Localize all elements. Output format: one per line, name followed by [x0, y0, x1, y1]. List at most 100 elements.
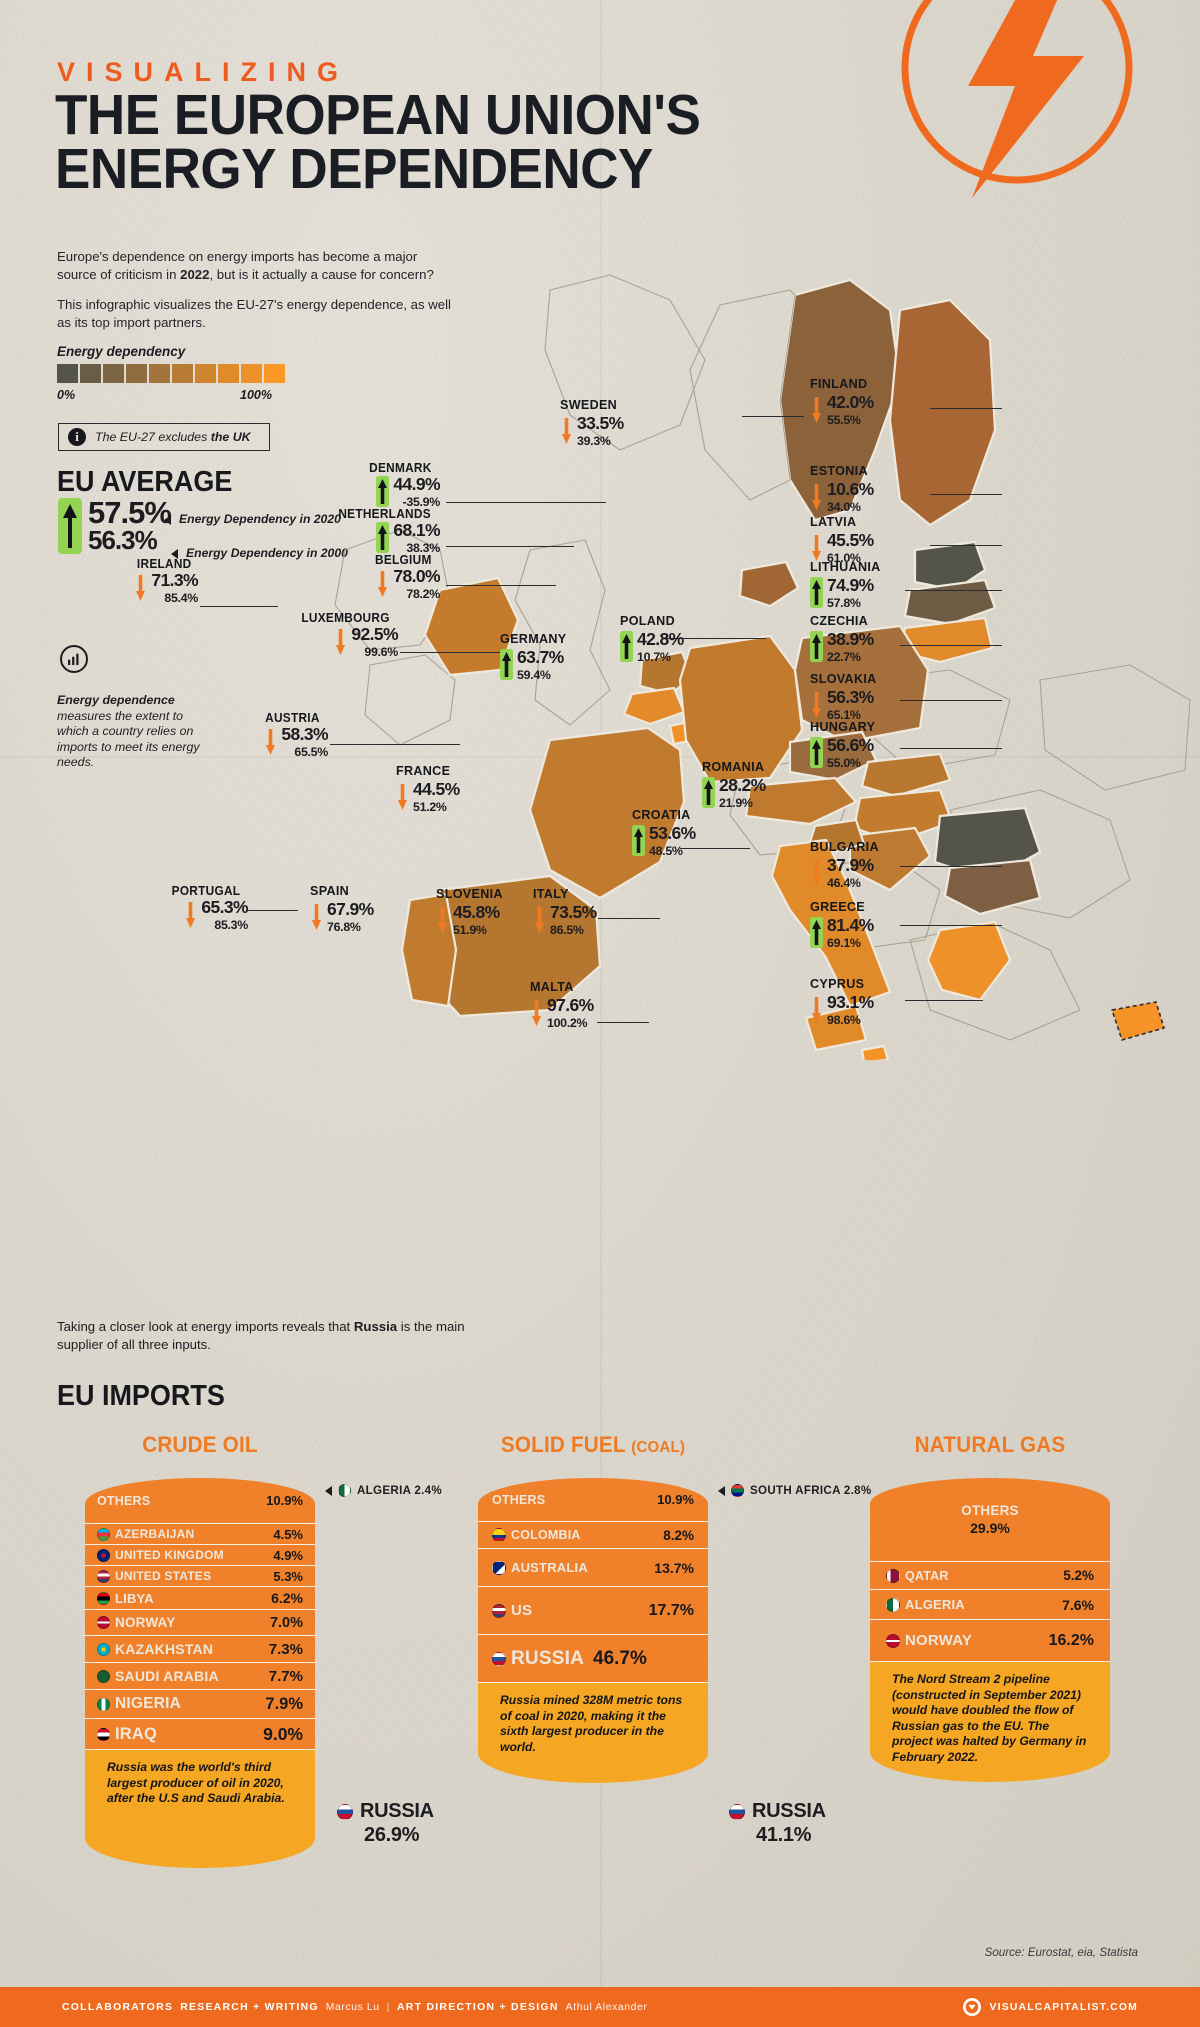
barrel-segment-value: 8.2% — [663, 1527, 694, 1543]
country-value-2000: 34.0% — [827, 499, 861, 514]
country-value-2020: 56.6% — [827, 735, 874, 755]
country-value-2020: 45.5% — [827, 530, 874, 550]
barrel-country-name: IRAQ — [115, 1724, 158, 1743]
leader-line-portugal — [246, 910, 298, 912]
country-value-2000: 38.3% — [406, 540, 440, 555]
kicker-text: VISUALIZING — [57, 57, 350, 87]
country-values: 28.2% 21.9% — [719, 776, 766, 808]
barrel-segment-label: OTHERS — [961, 1503, 1018, 1518]
barrel-segment-value: 5.2% — [1063, 1568, 1094, 1583]
leader-line-netherlands — [446, 546, 574, 548]
country-values: 67.9% 76.8% — [327, 900, 374, 934]
country-value-group: 38.9% 22.7% — [810, 630, 874, 663]
country-austria — [744, 776, 858, 826]
flag-united-states-icon — [97, 1569, 110, 1583]
trend-arrow-down-icon — [810, 481, 823, 512]
eu27-note-box: i The EU-27 excludes the UK — [58, 423, 270, 451]
country-name: SWEDEN — [560, 398, 618, 412]
definition-term: Energy dependence — [57, 693, 175, 707]
import-column-solid-fuel: SOLID FUEL (COAL) OTHERS 10.9% COLOMBIA 8.2… — [478, 1432, 708, 1783]
leader-line-austria — [330, 744, 460, 746]
country-value-2000: 85.4% — [164, 590, 198, 605]
country-finland — [888, 298, 997, 527]
country-value-2020: 58.3% — [281, 724, 328, 744]
barrel-segment: AUSTRALIA 13.7% — [478, 1549, 708, 1587]
country-value-2000: 78.2% — [406, 586, 440, 601]
barrel-segment: LIBYA 6.2% — [85, 1587, 315, 1610]
country-value-2000: 86.5% — [550, 922, 584, 937]
map-label-romania: ROMANIA 28.2% 21.9% — [702, 758, 766, 809]
leader-line-luxembourg — [400, 652, 500, 654]
country-values: 71.3% 85.4% — [151, 571, 198, 605]
barrel-country-name: OTHERS — [961, 1503, 1019, 1518]
country-values: 73.5% 86.5% — [550, 903, 597, 937]
closing-bold: Russia — [353, 1319, 398, 1334]
country-value-group: 65.3% 85.3% — [120, 898, 249, 931]
trend-arrow-up-icon — [376, 476, 390, 508]
leader-line-malta — [597, 1022, 649, 1024]
country-value-2020: 45.8% — [453, 902, 500, 922]
solid-fuel-barrel: OTHERS 10.9% COLOMBIA 8.2% AUSTRALIA 13.7% US 1… — [478, 1478, 708, 1783]
country-italy-sicily — [804, 1004, 868, 1052]
country-values: 78.0% 78.2% — [393, 567, 440, 601]
footer-collaborators-label: COLLABORATORS — [62, 2001, 174, 2013]
footer-brand[interactable]: VISUALCAPITALIST.COM — [962, 1998, 1200, 2016]
barrel-segment-label: QATAR — [886, 1568, 949, 1583]
barrel-segment: OTHERS 29.9% — [870, 1478, 1110, 1562]
flag-us-icon — [492, 1603, 506, 1618]
country-value-2020: 92.5% — [351, 624, 398, 644]
natural-gas-title: NATURAL GAS — [914, 1432, 1066, 1457]
flag-azerbaijan-icon — [97, 1527, 110, 1541]
europe-map-svg — [334, 274, 1191, 1060]
legend-swatch-2 — [103, 364, 124, 383]
country-value-2000: 46.4% — [827, 875, 861, 890]
country-value-group: 78.0% 78.2% — [300, 567, 441, 601]
country-uk-outline — [514, 539, 611, 726]
barrel-segment-value: 7.0% — [269, 1614, 303, 1631]
country-values: 93.1% 98.6% — [827, 993, 874, 1027]
country-malta — [860, 1044, 890, 1060]
map-label-belgium: BELGIUM 78.0% 78.2% — [300, 554, 441, 601]
country-value-group: 10.6% 34.0% — [810, 480, 874, 514]
country-name: ROMANIA — [702, 760, 765, 774]
country-name: HUNGARY — [810, 720, 876, 734]
country-value-2000: -35.9% — [402, 494, 441, 509]
trend-arrow-up-icon — [620, 631, 633, 663]
map-label-greece: GREECE 81.4% 69.1% — [810, 898, 874, 949]
trend-arrow-down-icon — [810, 532, 823, 563]
map-label-germany: GERMANY 63.7% 59.4% — [500, 630, 566, 681]
country-value-group: 28.2% 21.9% — [702, 776, 766, 809]
country-values: 38.9% 22.7% — [827, 630, 874, 662]
country-value-2020: 44.9% — [393, 474, 440, 494]
country-value-2000: 76.8% — [327, 919, 361, 934]
solid-fuel-russia-label: RUSSIA — [752, 1800, 826, 1822]
flag-algeria-icon — [886, 1597, 900, 1612]
country-values: 45.5% 61.0% — [827, 530, 874, 563]
country-denmark — [738, 560, 800, 608]
trend-arrow-down-icon — [184, 899, 197, 930]
legend-swatch-1 — [80, 364, 101, 383]
legend-swatch-0 — [57, 364, 78, 383]
country-value-2000: 69.1% — [827, 935, 861, 950]
barrel-country-name: UNITED KINGDOM — [115, 1548, 224, 1562]
trend-arrow-down-icon — [396, 781, 409, 812]
footer-research-label: RESEARCH + WRITING — [180, 2001, 319, 2013]
country-name: FINLAND — [810, 377, 868, 391]
map-label-portugal: PORTUGAL 65.3% 85.3% — [120, 885, 249, 931]
info-icon: i — [68, 428, 86, 446]
barrel-segment-label: COLOMBIA — [492, 1528, 581, 1542]
country-value-group: 74.9% 57.8% — [810, 576, 881, 609]
country-value-group: 81.4% 69.1% — [810, 916, 874, 950]
trend-arrow-up-icon — [500, 649, 513, 681]
closing-paragraph: Taking a closer look at energy imports r… — [57, 1319, 465, 1352]
trend-arrow-down-icon — [436, 904, 449, 935]
trend-arrow-up-icon — [810, 631, 823, 663]
trend-arrow-down-icon — [334, 626, 347, 657]
barrel-country-name: OTHERS — [492, 1492, 546, 1507]
barrel-country-name: US — [511, 1602, 533, 1619]
country-value-2000: 98.6% — [827, 1012, 861, 1027]
barrel-segment-label: IRAQ — [97, 1725, 157, 1744]
barrel-note: Russia was the world's third largest pro… — [85, 1750, 315, 1868]
crude-oil-callout-label: ALGERIA 2.4% — [357, 1484, 442, 1497]
trend-arrow-down-icon — [560, 415, 573, 446]
